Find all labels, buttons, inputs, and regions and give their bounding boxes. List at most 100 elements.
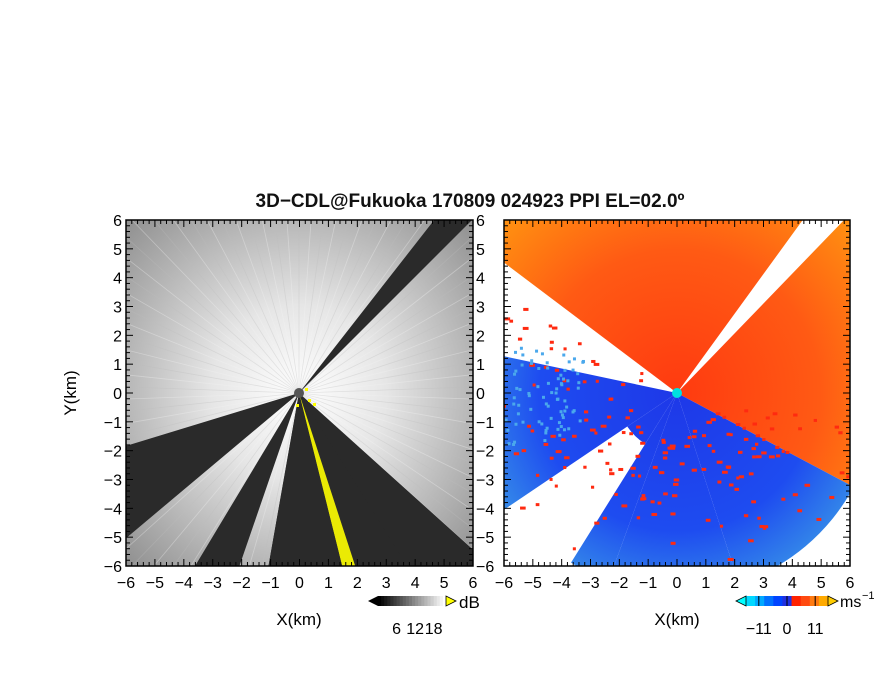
velocity-pixel	[545, 361, 549, 365]
velocity-pixel	[762, 438, 766, 442]
velocity-pixel	[521, 420, 525, 424]
blocked-sector	[299, 393, 473, 566]
colorbar-swatch	[430, 596, 435, 606]
velocity-pixel	[541, 395, 545, 399]
velocity-pixel	[561, 438, 566, 442]
no-data-sector	[677, 220, 845, 393]
blocked-sector	[126, 393, 299, 539]
radial-streak	[172, 392, 300, 566]
velocity-pixel	[551, 326, 558, 330]
velocity-pixel	[781, 449, 785, 453]
velocity-pixel	[658, 471, 665, 475]
velocity-pixel	[834, 425, 840, 429]
velocity-pixel	[846, 475, 850, 479]
velocity-pixel	[566, 387, 570, 391]
velocity-pixel	[563, 347, 567, 351]
radial-streak	[298, 322, 473, 394]
y-tick-label: −3	[104, 473, 122, 490]
velocity-pixel	[540, 422, 544, 426]
velocity-pixel	[710, 418, 716, 422]
velocity-pixel	[563, 368, 567, 372]
velocity-pixel	[490, 353, 493, 356]
velocity-pixel	[744, 409, 749, 413]
radial-streak	[126, 257, 300, 394]
velocity-pixel	[522, 326, 529, 330]
velocity-pixel	[556, 427, 560, 431]
colorbar-max-arrow	[827, 595, 839, 607]
velocity-pixel	[701, 434, 707, 438]
velocity-pixel	[561, 416, 565, 420]
velocity-pixel	[487, 434, 490, 437]
velocity-pixel	[751, 500, 757, 504]
velocity-pixel	[618, 467, 624, 471]
velocity-pixel	[691, 468, 697, 472]
colorbar-swatch	[415, 596, 419, 606]
velocity-pixel	[516, 412, 520, 416]
velocity-pixel	[711, 449, 716, 453]
radial-streak	[298, 220, 350, 394]
reflectivity-y-axis-label: Y(km)	[61, 370, 80, 415]
radial-streak	[298, 374, 473, 394]
velocity-pixel	[743, 514, 749, 518]
velocity-pixel	[607, 442, 612, 446]
x-tick-label: 4	[788, 575, 797, 592]
radial-streak	[126, 392, 300, 424]
y-tick-label: 4	[476, 271, 485, 288]
velocity-pixel	[667, 446, 671, 450]
velocity-pixel	[602, 516, 607, 520]
radial-streak	[298, 256, 473, 394]
velocity-pixel	[748, 539, 754, 543]
velocity-pixel	[498, 367, 501, 370]
radial-streak	[131, 392, 300, 566]
velocity-pixel	[757, 516, 761, 520]
velocity-pixel	[544, 429, 548, 433]
radial-streak	[221, 220, 300, 394]
colorbar-swatch	[381, 596, 385, 606]
velocity-pixel	[545, 426, 549, 430]
velocity-pixel	[661, 440, 666, 444]
radial-streak	[298, 392, 473, 412]
colorbar-swatch	[800, 596, 811, 606]
velocity-pixel	[792, 493, 798, 497]
velocity-pixel	[487, 368, 491, 371]
velocity-pixel	[490, 396, 493, 399]
velocity-pixel	[764, 525, 769, 529]
y-tick-label: 2	[113, 328, 122, 345]
y-tick-label: −3	[476, 473, 494, 490]
velocity-pixel	[662, 456, 668, 460]
colorbar-unit-exponent: −1	[862, 590, 875, 602]
velocity-pixel	[722, 470, 728, 474]
velocity-pixel	[621, 504, 628, 508]
velocity-pixel	[628, 409, 634, 413]
velocity-pixel	[765, 416, 770, 420]
y-tick-label: 1	[476, 357, 485, 374]
velocity-pixel	[775, 445, 780, 449]
radial-streak	[298, 392, 473, 511]
velocity-pixel	[559, 425, 563, 429]
radial-streak	[298, 235, 473, 394]
velocity-pixel	[736, 476, 740, 480]
y-tick-label: 5	[113, 242, 122, 259]
x-tick-label: −3	[204, 575, 222, 592]
velocity-pixel	[607, 415, 612, 419]
radial-streak	[126, 236, 300, 394]
velocity-pixel	[546, 404, 550, 408]
velocity-pixel	[673, 482, 679, 486]
radial-streak	[190, 392, 300, 566]
colorbar-swatch	[436, 596, 441, 606]
radial-streak	[298, 220, 377, 394]
velocity-pixel	[555, 397, 559, 401]
reflectivity-speckle	[305, 388, 308, 391]
y-tick-label: −2	[476, 444, 494, 461]
x-tick-label: −4	[175, 575, 193, 592]
velocity-pixel	[504, 317, 511, 321]
velocity-pixel	[715, 412, 721, 416]
velocity-pixel	[752, 455, 756, 459]
radial-streak	[172, 220, 300, 394]
velocity-pixel	[625, 416, 630, 420]
x-tick-label: 5	[817, 575, 826, 592]
velocity-pixel	[816, 517, 822, 521]
x-tick-label: −5	[524, 575, 542, 592]
velocity-pixel	[631, 473, 635, 477]
x-tick-label: −4	[553, 575, 571, 592]
